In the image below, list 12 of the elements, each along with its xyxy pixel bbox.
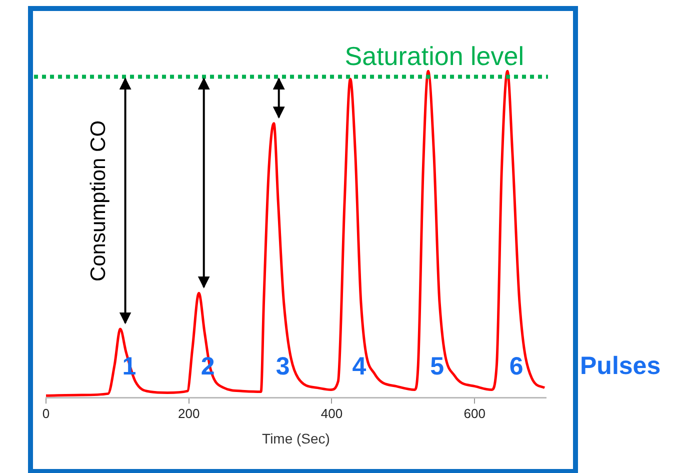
text: Pulses: [580, 352, 661, 381]
x-tick-label: 400: [320, 406, 343, 421]
annotation: 3: [276, 352, 290, 380]
annotation: 6: [509, 352, 524, 380]
x-tick-label: 200: [178, 406, 200, 421]
x-tick-label: 0: [42, 406, 50, 421]
annotation: 4: [352, 352, 366, 380]
x-axis-title: Time (Sec): [262, 430, 330, 446]
ref-line-label: Saturation level: [344, 40, 524, 71]
annotation: 5: [430, 352, 444, 380]
annotation: Consumption CO: [87, 120, 112, 282]
x-tick-label: 600: [464, 406, 486, 421]
